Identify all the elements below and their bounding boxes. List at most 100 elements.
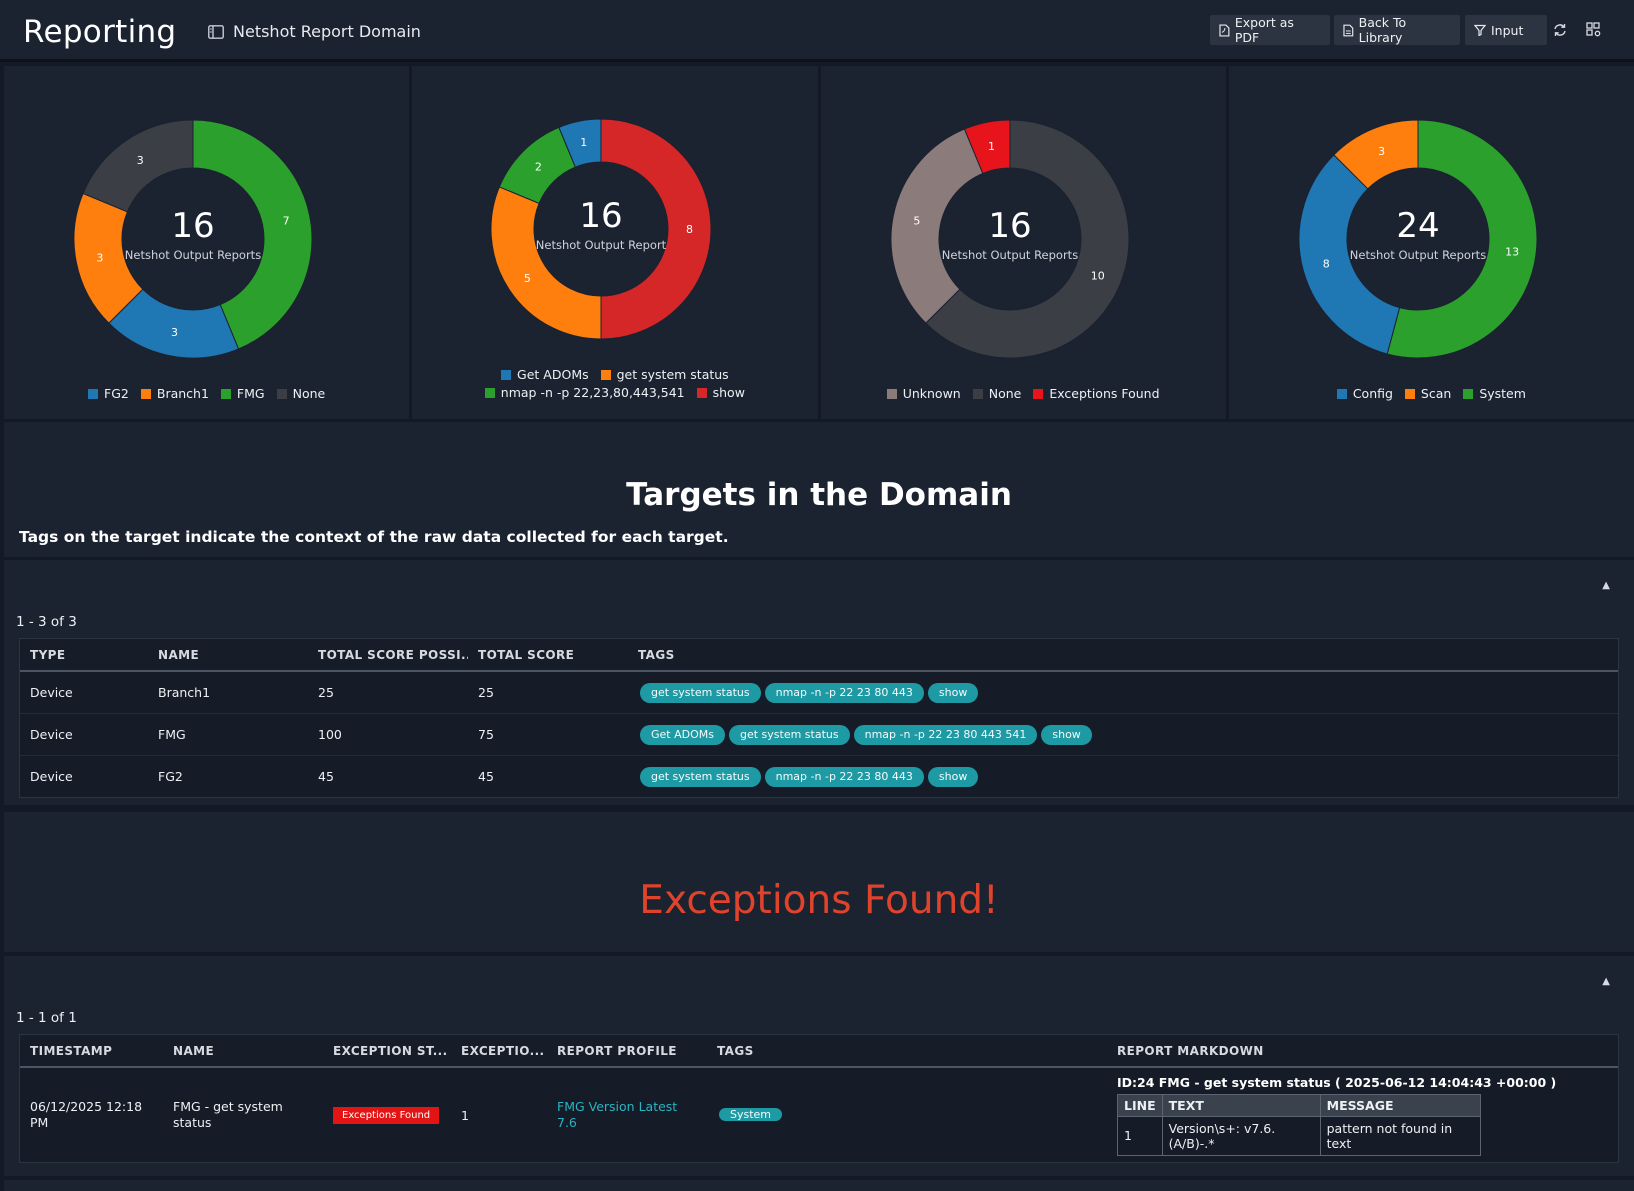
tag-chip[interactable]: nmap -n -p 22 23 80 443 xyxy=(764,766,924,787)
tag-chip[interactable]: get system status xyxy=(640,766,761,787)
col-header-name[interactable]: NAME xyxy=(158,647,200,662)
col-header-tags[interactable]: TAGS xyxy=(717,1043,754,1058)
donut-slice-unknown[interactable] xyxy=(890,128,983,324)
legend-item[interactable]: None xyxy=(276,386,325,401)
legend-item[interactable]: None xyxy=(972,386,1021,401)
tag-chip[interactable]: show xyxy=(927,766,979,787)
markdown-title: ID:24 FMG - get system status ( 2025-06-… xyxy=(1117,1074,1557,1090)
refresh-icon[interactable] xyxy=(1552,22,1568,38)
markdown-cell: 1 xyxy=(1117,1115,1163,1156)
exceptions-header-panel: Exceptions Found! xyxy=(4,812,1634,952)
col-header-total-score[interactable]: TOTAL SCORE xyxy=(478,647,575,662)
tag-chip[interactable]: get system status xyxy=(728,724,850,745)
col-header-exception-status[interactable]: EXCEPTION ST... xyxy=(333,1043,448,1058)
donut-slice-none[interactable] xyxy=(924,119,1129,359)
cell-report-markdown: ID:24 FMG - get system status ( 2025-06-… xyxy=(1107,1075,1617,1156)
input-button[interactable]: Input xyxy=(1465,15,1547,45)
col-header-tags[interactable]: TAGS xyxy=(638,647,675,662)
donut-slice-scan[interactable] xyxy=(1332,119,1419,190)
tag-chip[interactable]: System xyxy=(719,1108,783,1121)
report-profile-link[interactable]: 7.6 xyxy=(557,1115,577,1130)
cell-name: FMG - get system status xyxy=(163,1099,323,1131)
cell-name: Branch1 xyxy=(158,685,211,700)
col-header-report-markdown[interactable]: REPORT MARKDOWN xyxy=(1117,1043,1264,1058)
legend-label: Unknown xyxy=(902,386,961,401)
donut-chart-commands: 8 5 2 1 16 Netshot Output Report xyxy=(490,118,712,340)
cell-tags: System xyxy=(707,1105,1107,1125)
export-pdf-button[interactable]: Export as PDF xyxy=(1210,15,1330,45)
tag-chip[interactable]: Get ADOMs xyxy=(640,724,725,745)
legend-item[interactable]: Config xyxy=(1336,386,1393,401)
slice-value-label: 8 xyxy=(686,223,693,236)
cell-total-possible: 45 xyxy=(318,769,334,784)
donut-center-label: Netshot Output Report xyxy=(536,238,667,252)
collapse-icon[interactable]: ▲ xyxy=(1602,580,1610,591)
legend-item[interactable]: Exceptions Found xyxy=(1033,386,1160,401)
slice-value-label: 3 xyxy=(96,252,103,265)
collapse-icon[interactable]: ▲ xyxy=(1602,976,1610,987)
legend-swatch xyxy=(972,388,983,399)
legend-swatch xyxy=(1404,388,1415,399)
targets-table-panel: ▲ 1 - 3 of 3 TYPE NAME TOTAL SCORE POSSI… xyxy=(4,560,1634,805)
cell-tags: get system status nmap -n -p 22 23 80 44… xyxy=(628,682,1618,703)
tag-chip[interactable]: get system status xyxy=(640,682,761,703)
donut-slice-fmg[interactable] xyxy=(192,119,313,350)
table-row[interactable]: Device Branch1 25 25 get system status n… xyxy=(20,672,1618,714)
table-row[interactable]: 06/12/2025 12:18 PM FMG - get system sta… xyxy=(20,1068,1618,1162)
donut-slice-exceptions-found[interactable] xyxy=(963,119,1010,175)
book-icon xyxy=(1343,24,1354,36)
donut-total: 24 xyxy=(1396,206,1439,246)
col-header-type[interactable]: TYPE xyxy=(30,647,66,662)
tag-chip[interactable]: show xyxy=(1041,724,1092,745)
layout-settings-icon[interactable] xyxy=(1586,22,1602,38)
slice-value-label: 5 xyxy=(913,214,920,227)
exceptions-table-panel: ▲ 1 - 1 of 1 TIMESTAMP NAME EXCEPTION ST… xyxy=(4,956,1634,1176)
legend-item[interactable]: get system status xyxy=(600,367,729,382)
legend-swatch xyxy=(220,388,231,399)
legend-item[interactable]: System xyxy=(1463,386,1526,401)
donut-slice-get-system-status[interactable] xyxy=(490,186,602,340)
donut-slice-config[interactable] xyxy=(1298,154,1400,355)
report-profile-link[interactable]: FMG Version Latest xyxy=(557,1099,678,1114)
name-line: FMG - get system xyxy=(173,1099,283,1114)
tag-chip[interactable]: nmap -n -p 22 23 80 443 541 xyxy=(853,724,1038,745)
legend-item[interactable]: Scan xyxy=(1404,386,1452,401)
legend-item[interactable]: Branch1 xyxy=(140,386,209,401)
legend-swatch xyxy=(696,387,707,398)
col-header-exceptions[interactable]: EXCEPTIO... xyxy=(461,1043,545,1058)
donut-center-label: Netshot Output Reports xyxy=(125,248,261,262)
tag-chip[interactable]: nmap -n -p 22 23 80 443 xyxy=(764,682,924,703)
legend-swatch xyxy=(886,388,897,399)
cell-exceptions: 1 xyxy=(461,1107,469,1123)
table-row[interactable]: Device FG2 45 45 get system status nmap … xyxy=(20,756,1618,797)
donut-slice-get-adoms[interactable] xyxy=(558,118,602,168)
chart-card-3: 10 5 1 16 Netshot Output Reports Unknown None… xyxy=(820,66,1226,419)
table-row[interactable]: Device FMG 100 75 Get ADOMs get system s… xyxy=(20,714,1618,756)
legend-item[interactable]: nmap -n -p 22,23,80,443,541 xyxy=(484,385,685,400)
legend-label: Scan xyxy=(1420,386,1452,401)
col-header-report-profile[interactable]: REPORT PROFILE xyxy=(557,1043,677,1058)
legend-item[interactable]: FMG xyxy=(220,386,265,401)
targets-subtitle: Tags on the target indicate the context … xyxy=(19,528,729,546)
col-header-timestamp[interactable]: TIMESTAMP xyxy=(30,1043,113,1058)
legend-item[interactable]: show xyxy=(696,385,745,400)
donut-slice-none[interactable] xyxy=(82,119,194,213)
legend-swatch xyxy=(88,388,99,399)
slice-value-label: 13 xyxy=(1505,245,1519,258)
chart-legend-commands: Get ADOMs get system status nmap -n -p 22,… xyxy=(412,367,817,400)
donut-slice-show[interactable] xyxy=(600,118,712,340)
donut-slice-system[interactable] xyxy=(1386,119,1538,359)
legend-label: Config xyxy=(1352,386,1393,401)
legend-item[interactable]: Unknown xyxy=(886,386,961,401)
col-header-total-score-possible[interactable]: TOTAL SCORE POSSI... xyxy=(318,647,468,662)
cell-exception-status: Exceptions Found xyxy=(323,1106,451,1124)
cell-report-profile[interactable]: FMG Version Latest 7.6 xyxy=(547,1099,707,1131)
cell-total-score: 75 xyxy=(478,727,494,742)
file-pdf-icon xyxy=(1219,23,1230,37)
legend-item[interactable]: FG2 xyxy=(88,386,129,401)
col-header-name[interactable]: NAME xyxy=(173,1043,215,1058)
legend-swatch xyxy=(276,388,287,399)
back-to-library-button[interactable]: Back To Library xyxy=(1334,15,1460,45)
legend-item[interactable]: Get ADOMs xyxy=(501,367,589,382)
tag-chip[interactable]: show xyxy=(927,682,979,703)
